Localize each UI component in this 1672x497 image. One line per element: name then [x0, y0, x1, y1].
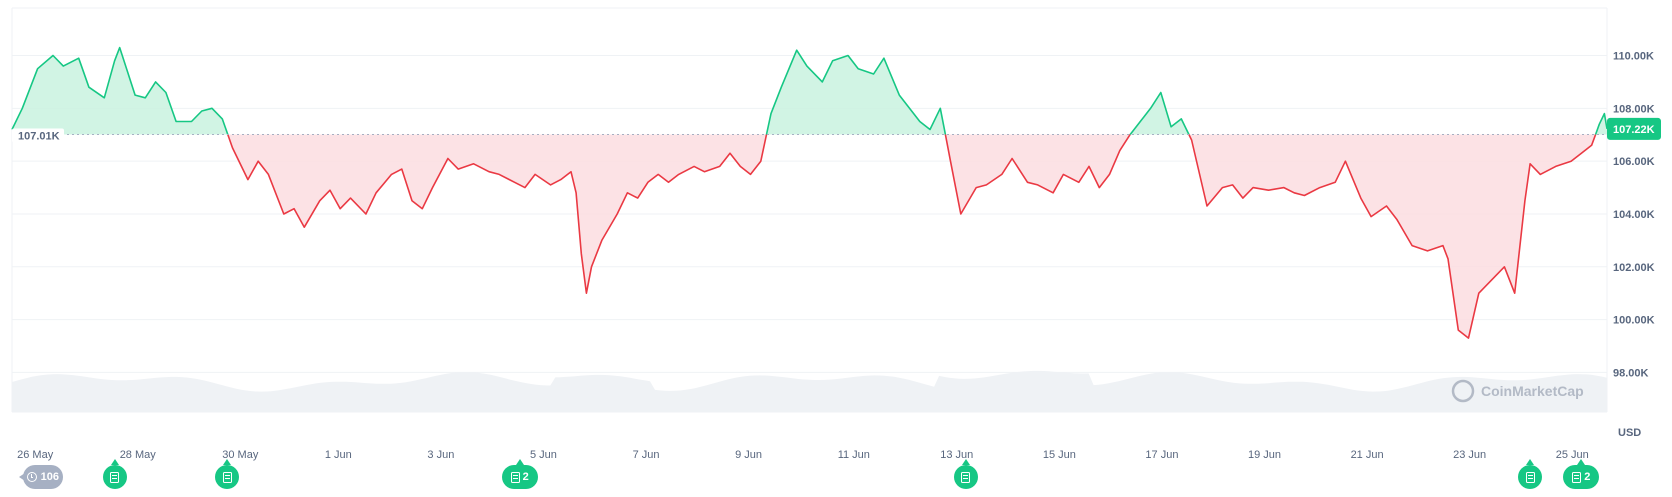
document-icon — [1572, 471, 1582, 483]
marker-pointer — [18, 473, 25, 481]
marker-pointer — [1577, 459, 1586, 465]
area-above-baseline — [1130, 92, 1189, 135]
area-below-baseline — [1188, 134, 1596, 339]
x-tick-label: 26 May — [17, 449, 54, 461]
x-tick-label: 13 Jun — [940, 449, 973, 461]
y-tick-label: 98.00K — [1613, 367, 1649, 379]
x-tick-label: 11 Jun — [838, 449, 870, 461]
y-tick-label: 106.00K — [1613, 156, 1655, 168]
watermark: CoinMarketCap — [1451, 379, 1584, 403]
y-tick-label: 102.00K — [1613, 262, 1655, 274]
document-icon — [961, 471, 971, 483]
news-marker[interactable] — [1518, 459, 1543, 489]
document-icon — [222, 471, 232, 483]
news-marker[interactable] — [215, 459, 240, 489]
price-lines — [11, 46, 1608, 339]
x-tick-label: 15 Jun — [1043, 449, 1076, 461]
baseline-label: 107.01K — [12, 128, 64, 143]
marker-pointer — [515, 459, 524, 465]
x-tick-label: 30 May — [222, 449, 259, 461]
marker-pointer — [223, 459, 232, 465]
price-line-up — [1129, 91, 1190, 135]
x-tick-label: 7 Jun — [633, 449, 660, 461]
watermark-text: CoinMarketCap — [1481, 383, 1584, 399]
news-marker[interactable] — [102, 459, 127, 489]
document-icon — [110, 471, 120, 483]
y-tick-label: 104.00K — [1613, 209, 1655, 221]
x-tick-label: 9 Jun — [735, 449, 762, 461]
volume-area — [12, 370, 1607, 412]
current-price-value: 107.22K — [1613, 124, 1655, 136]
y-tick-label: 110.00K — [1613, 51, 1654, 63]
price-line-up — [1594, 112, 1608, 135]
marker-pointer — [110, 459, 119, 465]
x-tick-label: 28 May — [120, 449, 157, 461]
history-marker[interactable]: 106 — [18, 465, 63, 489]
area-above-baseline — [766, 50, 946, 135]
news-count: 2 — [522, 471, 529, 483]
x-tick-label: 23 Jun — [1453, 449, 1486, 461]
volume-shape — [12, 370, 1607, 412]
x-tick-label: 1 Jun — [325, 449, 352, 461]
area-below-baseline — [227, 134, 767, 294]
news-marker[interactable] — [953, 459, 978, 489]
currency-label: USD — [1618, 427, 1641, 439]
area-above-baseline — [12, 47, 228, 135]
document-icon — [510, 471, 520, 483]
y-tick-label: 100.00K — [1613, 315, 1655, 327]
coinmarketcap-logo-icon — [1451, 379, 1475, 403]
history-count: 106 — [40, 471, 59, 483]
x-tick-label: 5 Jun — [530, 449, 557, 461]
price-line-up — [765, 49, 947, 135]
current-price-badge: 107.22K — [1607, 117, 1661, 140]
price-line-down — [944, 133, 1131, 215]
document-icon — [1525, 471, 1535, 483]
area-above-baseline — [1595, 113, 1607, 135]
price-line-down — [227, 134, 768, 294]
y-axis: 110.00K 108.00K 106.00K 104.00K 102.00K 100.0… — [1613, 51, 1655, 380]
news-marker[interactable]: 2 — [501, 459, 538, 489]
x-tick-label: 17 Jun — [1145, 449, 1178, 461]
area-fills — [12, 47, 1607, 339]
x-tick-label: 21 Jun — [1351, 449, 1384, 461]
x-tick-label: 3 Jun — [427, 449, 454, 461]
x-tick-label: 19 Jun — [1248, 449, 1281, 461]
y-tick-label: 108.00K — [1613, 103, 1655, 115]
x-tick-label: 25 Jun — [1556, 449, 1589, 461]
baseline-value: 107.01K — [18, 130, 60, 142]
area-below-baseline — [945, 134, 1131, 214]
news-count: 2 — [1584, 471, 1591, 483]
marker-pointer — [1526, 459, 1535, 465]
price-line-up — [11, 46, 229, 135]
marker-pointer — [961, 459, 970, 465]
price-line-down — [1188, 134, 1597, 339]
news-marker[interactable]: 2 — [1563, 459, 1600, 489]
x-axis: 26 May 28 May 30 May 1 Jun 3 Jun 5 Jun 7 Jun 9 … — [17, 449, 1589, 461]
history-icon — [26, 472, 37, 482]
